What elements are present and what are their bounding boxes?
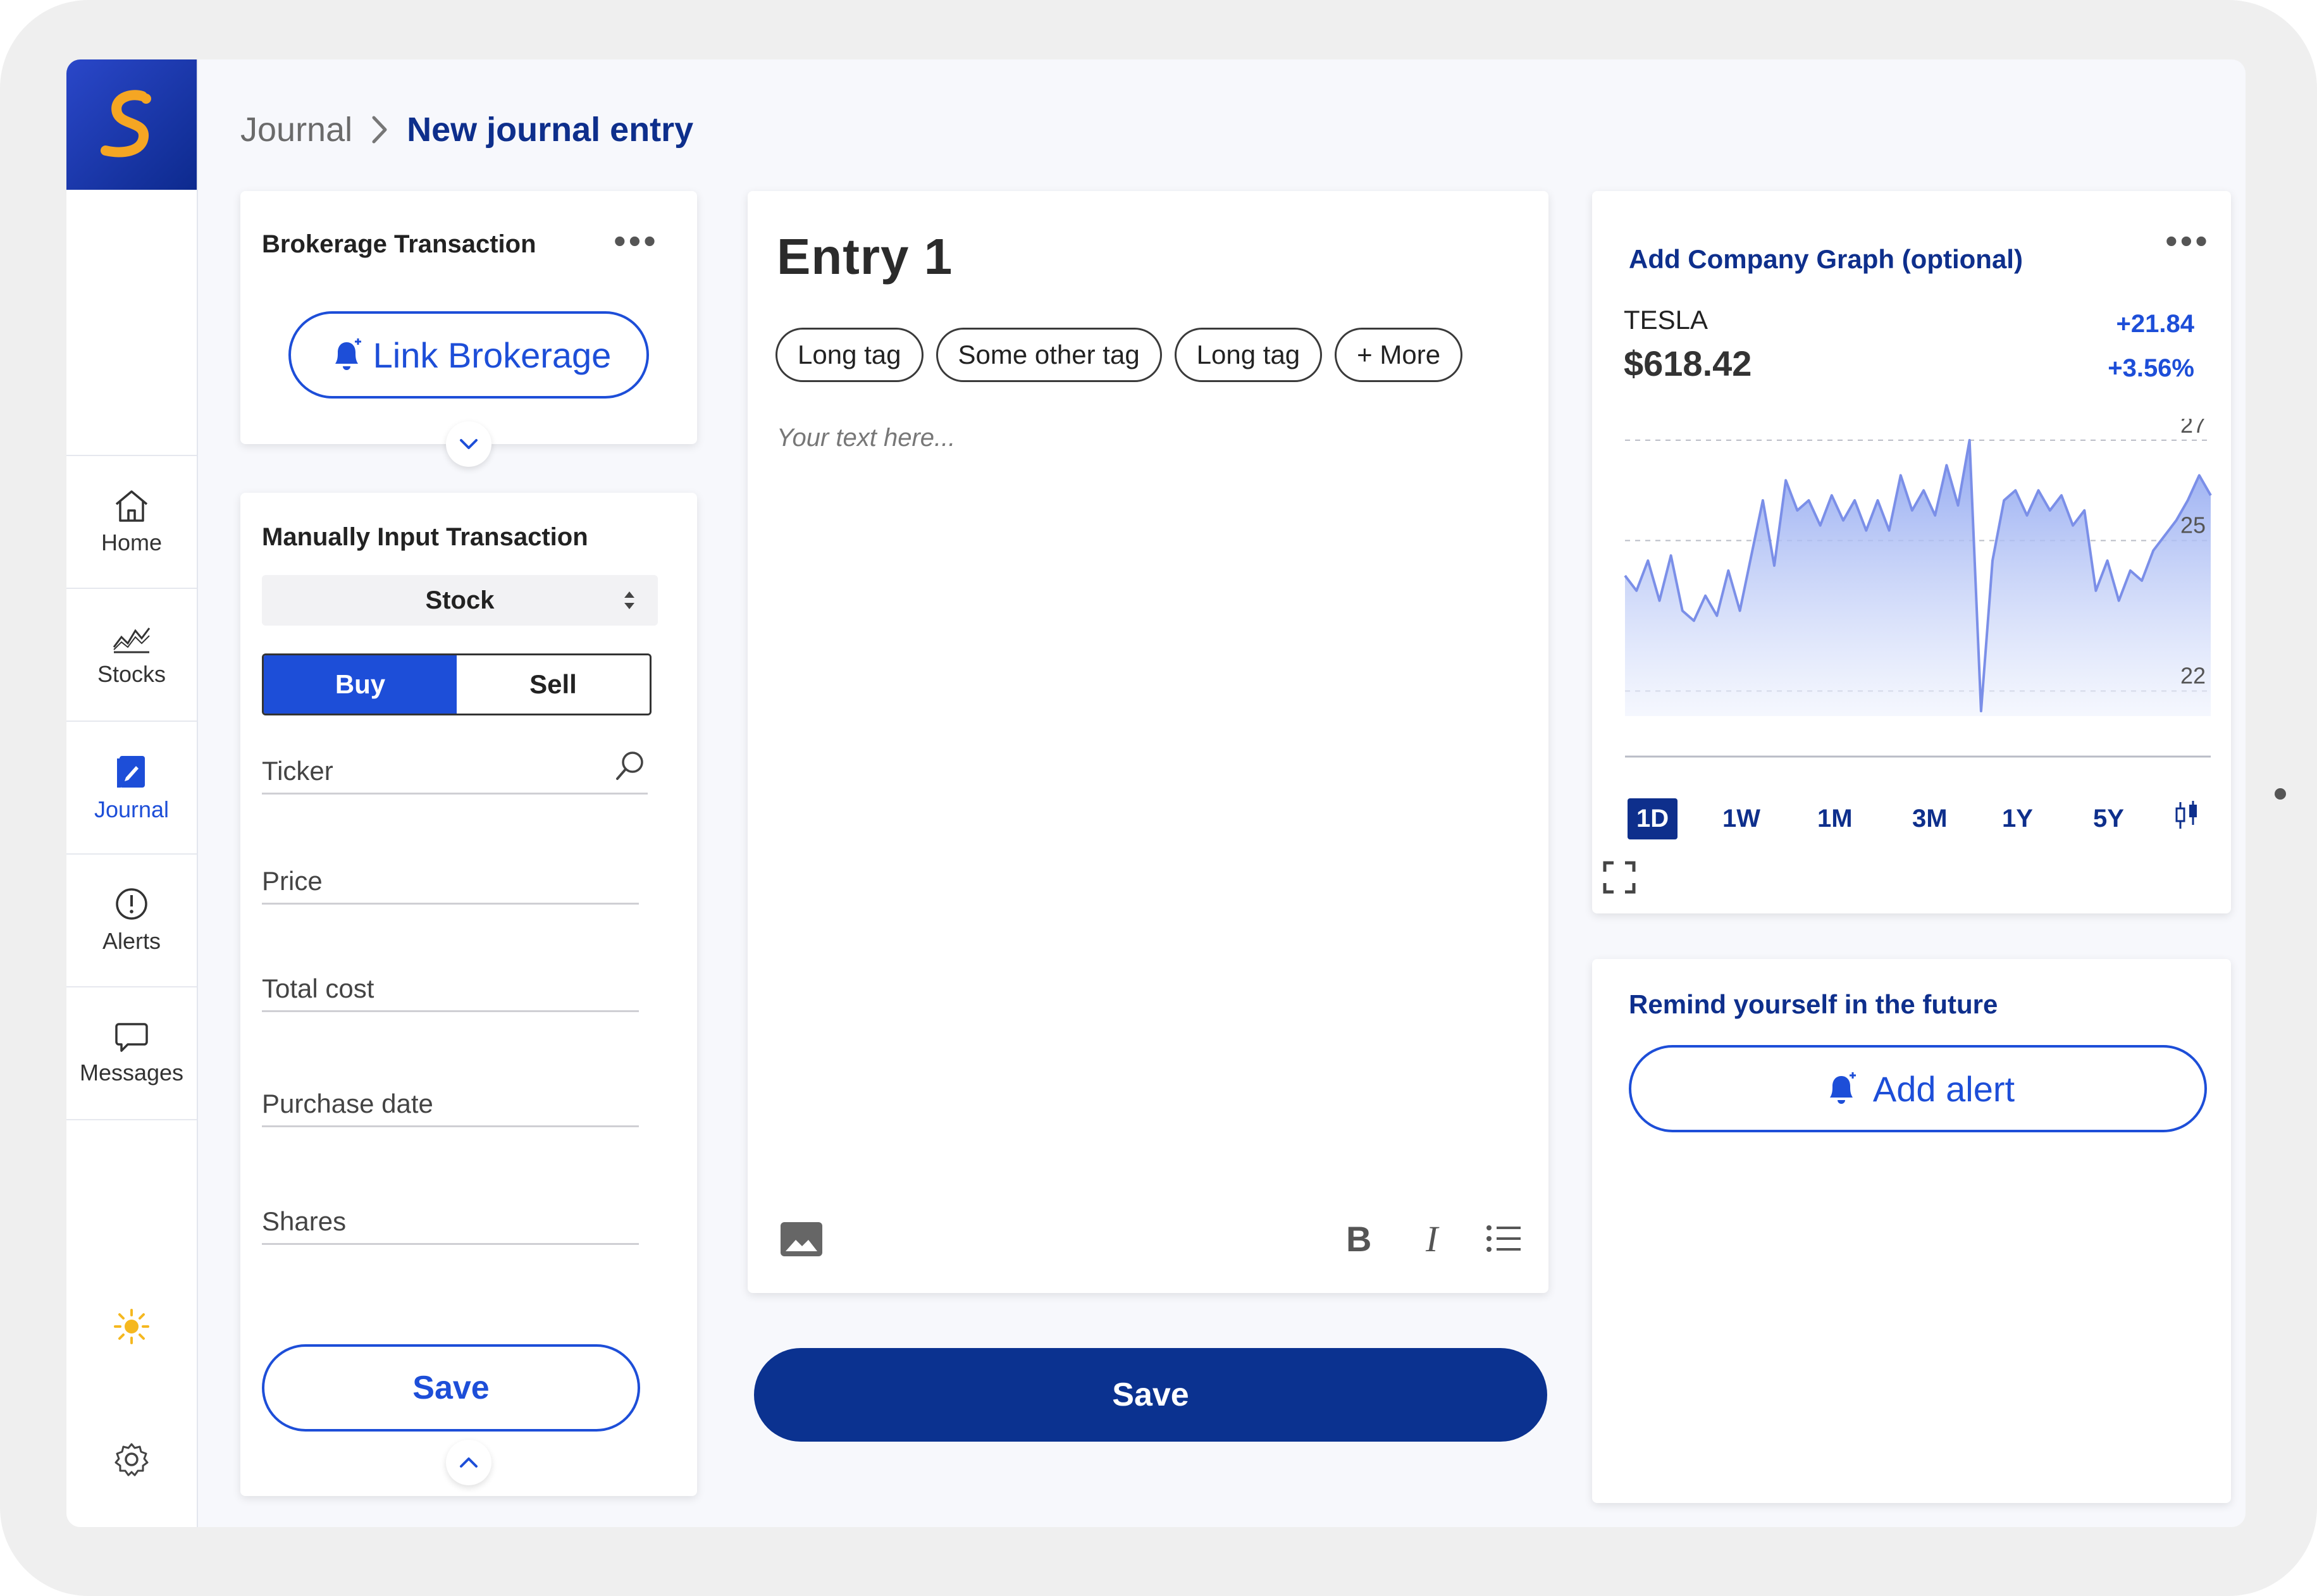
sell-button[interactable]: Sell bbox=[457, 655, 650, 714]
range-5y[interactable]: 5Y bbox=[2093, 805, 2124, 832]
reminder-title: Remind yourself in the future bbox=[1629, 989, 1998, 1019]
sidebar-item-home[interactable]: Home bbox=[66, 455, 197, 588]
sidebar: Home Stocks Journal Alerts bbox=[66, 59, 198, 1527]
list-icon[interactable] bbox=[1485, 1220, 1523, 1258]
app-logo[interactable] bbox=[66, 59, 197, 190]
price-change-pct: +3.56% bbox=[2108, 354, 2194, 382]
ticker-label: Ticker bbox=[262, 756, 333, 786]
collapse-toggle[interactable] bbox=[446, 421, 491, 467]
sidebar-item-journal[interactable]: Journal bbox=[66, 721, 197, 853]
fullscreen-icon[interactable] bbox=[1602, 860, 1636, 898]
brokerage-title: Brokerage Transaction bbox=[262, 230, 536, 258]
journal-icon bbox=[117, 756, 145, 788]
sort-arrows-icon bbox=[624, 591, 634, 609]
asset-type-value: Stock bbox=[425, 586, 495, 614]
link-brokerage-label: Link Brokerage bbox=[373, 335, 612, 375]
shares-field[interactable]: Shares bbox=[262, 1206, 639, 1245]
shares-label: Shares bbox=[262, 1206, 347, 1236]
svg-text:I: I bbox=[1425, 1221, 1440, 1256]
sidebar-item-label: Home bbox=[101, 529, 163, 555]
tag-chip[interactable]: Long tag bbox=[775, 328, 924, 382]
manual-transaction-card: Manually Input Transaction Stock Buy Sel… bbox=[240, 493, 697, 1496]
price-label: Price bbox=[262, 866, 323, 896]
chevron-down-icon bbox=[460, 439, 478, 449]
asset-type-select[interactable]: Stock bbox=[262, 575, 658, 626]
app-screen: Home Stocks Journal Alerts bbox=[66, 59, 2246, 1527]
price-area bbox=[1625, 440, 2211, 716]
svg-text:B: B bbox=[1346, 1221, 1371, 1256]
y-tick-label: 27 bbox=[2180, 419, 2206, 438]
chevron-right-icon bbox=[372, 116, 387, 144]
total-cost-label: Total cost bbox=[262, 974, 374, 1003]
range-3m[interactable]: 3M bbox=[1912, 805, 1948, 832]
bold-icon[interactable]: B bbox=[1338, 1220, 1376, 1258]
sidebar-item-stocks[interactable]: Stocks bbox=[66, 588, 197, 721]
range-1m[interactable]: 1M bbox=[1817, 805, 1853, 832]
buy-button[interactable]: Buy bbox=[264, 655, 457, 714]
price-chart: 22 25 27 bbox=[1624, 419, 2212, 758]
tag-chip[interactable]: Long tag bbox=[1174, 328, 1323, 382]
stocks-chart-icon bbox=[113, 628, 151, 653]
add-alert-label: Add alert bbox=[1872, 1068, 2015, 1109]
stock-price: $618.42 bbox=[1624, 343, 1752, 383]
alert-circle-icon bbox=[116, 888, 147, 920]
image-icon[interactable] bbox=[779, 1221, 824, 1258]
italic-icon[interactable]: I bbox=[1417, 1220, 1455, 1258]
candlestick-icon[interactable] bbox=[2173, 800, 2201, 834]
purchase-date-field[interactable]: Purchase date bbox=[262, 1089, 639, 1127]
breadcrumb: Journal New journal entry bbox=[240, 110, 693, 149]
logo-icon bbox=[101, 90, 151, 158]
brokerage-card: Brokerage Transaction ••• Link Brokerage bbox=[240, 191, 697, 444]
sidebar-item-label: Messages bbox=[79, 1060, 184, 1086]
entry-text-area[interactable]: Your text here... bbox=[777, 424, 956, 452]
sidebar-item-alerts[interactable]: Alerts bbox=[66, 853, 197, 986]
entry-title[interactable]: Entry 1 bbox=[777, 228, 953, 285]
company-graph-card: Add Company Graph (optional) ••• TESLA $… bbox=[1592, 191, 2231, 913]
sidebar-item-messages[interactable]: Messages bbox=[66, 986, 197, 1120]
y-tick-label: 25 bbox=[2180, 512, 2206, 538]
search-icon bbox=[616, 752, 643, 780]
price-line bbox=[1624, 438, 2212, 713]
link-brokerage-button[interactable]: Link Brokerage bbox=[288, 311, 649, 399]
sun-icon[interactable] bbox=[111, 1306, 152, 1347]
more-options-icon[interactable]: ••• bbox=[614, 221, 658, 261]
bell-plus-icon bbox=[1829, 1072, 1856, 1104]
sidebar-item-label: Stocks bbox=[97, 661, 166, 687]
buy-sell-toggle: Buy Sell bbox=[262, 653, 652, 715]
entry-save-button[interactable]: Save bbox=[754, 1348, 1547, 1442]
price-field[interactable]: Price bbox=[262, 866, 639, 905]
price-change-abs: +21.84 bbox=[2116, 310, 2194, 338]
purchase-date-label: Purchase date bbox=[262, 1089, 433, 1118]
breadcrumb-root[interactable]: Journal bbox=[240, 111, 353, 149]
bell-plus-icon bbox=[335, 338, 361, 370]
total-cost-field[interactable]: Total cost bbox=[262, 974, 639, 1012]
expand-toggle[interactable] bbox=[446, 1440, 491, 1485]
ticker-field[interactable]: Ticker bbox=[262, 752, 648, 795]
sidebar-item-label: Journal bbox=[94, 796, 170, 822]
home-icon bbox=[115, 490, 148, 522]
device-camera bbox=[2275, 788, 2286, 800]
gear-icon[interactable] bbox=[111, 1438, 152, 1480]
more-tags-chip[interactable]: + More bbox=[1335, 328, 1463, 382]
entry-editor-card: Entry 1 Long tag Some other tag Long tag… bbox=[748, 191, 1548, 1293]
manual-title: Manually Input Transaction bbox=[262, 523, 588, 551]
add-alert-button[interactable]: Add alert bbox=[1629, 1045, 2207, 1132]
more-options-icon[interactable]: ••• bbox=[2165, 221, 2210, 261]
range-1d[interactable]: 1D bbox=[1628, 798, 1678, 839]
reminder-card: Remind yourself in the future Add alert bbox=[1592, 959, 2231, 1503]
chat-bubble-icon bbox=[115, 1023, 148, 1052]
tag-list: Long tag Some other tag Long tag + More bbox=[775, 328, 1463, 382]
y-tick-label: 22 bbox=[2180, 662, 2206, 688]
range-1y[interactable]: 1Y bbox=[2002, 805, 2033, 832]
tag-chip[interactable]: Some other tag bbox=[936, 328, 1162, 382]
sidebar-item-label: Alerts bbox=[102, 928, 161, 954]
stock-ticker: TESLA bbox=[1624, 305, 1708, 335]
manual-save-button[interactable]: Save bbox=[262, 1344, 640, 1432]
graph-title: Add Company Graph (optional) bbox=[1629, 244, 2023, 274]
breadcrumb-current: New journal entry bbox=[407, 111, 694, 149]
chevron-up-icon bbox=[460, 1457, 478, 1468]
range-1w[interactable]: 1W bbox=[1722, 805, 1760, 832]
